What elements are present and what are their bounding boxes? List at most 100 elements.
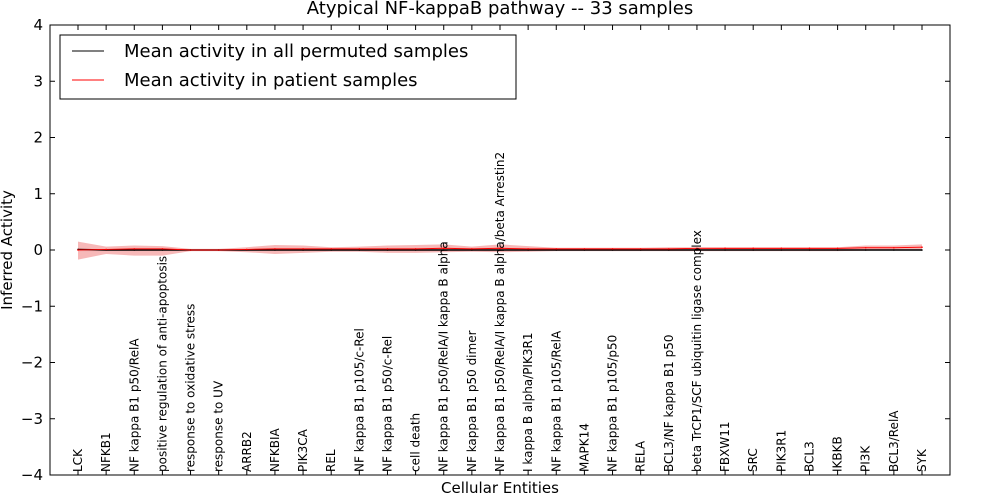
series-1-point xyxy=(414,248,417,250)
series-0-point xyxy=(583,249,586,251)
series-1-point xyxy=(696,247,698,250)
series-1-point xyxy=(921,246,923,248)
series-0-point xyxy=(330,249,333,251)
series-1-point xyxy=(330,248,333,250)
series-0-point xyxy=(527,249,529,251)
series-1-point xyxy=(808,247,811,250)
x-tick-label: PI3K xyxy=(859,445,873,472)
legend-label-0: Mean activity in all permuted samples xyxy=(124,41,468,62)
x-tick-label: SYK xyxy=(915,448,929,472)
series-1-point xyxy=(583,248,586,250)
x-tick-label: cell death xyxy=(409,413,423,472)
chart-title: Atypical NF-kappaB pathway -- 33 samples xyxy=(307,0,693,19)
y-tick-label: 1 xyxy=(33,185,43,203)
x-tick-label: BCL3/RelA xyxy=(887,410,901,472)
series-0-point xyxy=(836,249,839,251)
y-tick-label: −4 xyxy=(21,466,43,484)
series-1-point xyxy=(893,246,895,249)
series-0-point xyxy=(724,249,726,251)
series-1-point xyxy=(358,248,361,250)
x-tick-label: beta TrCP1/SCF ubiquitin ligase complex xyxy=(690,230,704,472)
series-1-point xyxy=(611,248,614,250)
series-0-point xyxy=(161,249,164,251)
x-tick-label: BCL3 xyxy=(802,441,816,472)
series-0-point xyxy=(864,249,867,251)
x-tick-label: IKBKB xyxy=(831,436,845,472)
series-0-point xyxy=(414,249,417,251)
series-1-point xyxy=(386,248,389,250)
y-axis-label: Inferred Activity xyxy=(0,190,16,310)
x-tick-label: positive regulation of anti-apoptosis xyxy=(155,256,169,472)
series-1-point xyxy=(274,248,276,250)
series-0-point xyxy=(133,249,136,251)
y-tick-label: −2 xyxy=(21,354,43,372)
series-1-point xyxy=(246,248,248,251)
series-0-point xyxy=(893,249,895,251)
series-1-point xyxy=(639,248,642,250)
series-1-point xyxy=(442,247,445,250)
series-1-point xyxy=(471,248,473,250)
x-tick-label: NF kappa B1 p105/c-Rel xyxy=(352,328,366,472)
series-1-point xyxy=(527,248,529,250)
x-tick-label: FBXW11 xyxy=(718,422,732,473)
y-tick-label: 4 xyxy=(33,16,43,34)
y-tick-label: 2 xyxy=(33,129,43,147)
x-tick-label: NF kappa B1 p50/c-Rel xyxy=(380,336,394,472)
series-1-point xyxy=(499,247,501,250)
series-0-point xyxy=(499,249,501,251)
x-tick-label: NF kappa B1 p105/p50 xyxy=(606,335,620,472)
series-1-point xyxy=(752,247,754,250)
x-tick-label: MAPK14 xyxy=(577,423,591,472)
x-tick-label: LCK xyxy=(71,448,85,472)
series-0-point xyxy=(274,249,276,251)
series-1-point xyxy=(105,248,107,251)
series-1-point xyxy=(77,249,79,251)
series-0-point xyxy=(442,249,445,251)
series-0-point xyxy=(555,249,558,251)
series-0-point xyxy=(780,249,783,251)
series-1-point xyxy=(189,249,192,251)
x-tick-label: NF kappa B1 p50/RelA xyxy=(127,338,141,472)
series-1-point xyxy=(668,248,670,250)
x-tick-label: REL xyxy=(324,449,338,472)
x-tick-label: response to oxidative stress xyxy=(184,304,198,472)
series-0-point xyxy=(611,249,614,251)
x-tick-label: PIK3CA xyxy=(296,428,310,472)
x-tick-label: NF kappa B1 p50 dimer xyxy=(465,330,479,472)
y-axis: −4 −3 −2 −1 0 1 2 3 4 xyxy=(21,16,950,484)
y-tick-label: −1 xyxy=(21,297,43,315)
series-0-point xyxy=(668,249,670,251)
series-0-point xyxy=(921,249,923,251)
x-tick-label: RELA xyxy=(634,440,648,472)
series-0-point xyxy=(639,249,642,251)
series-0-point xyxy=(358,249,361,251)
legend-label-1: Mean activity in patient samples xyxy=(124,70,418,91)
series-0-point xyxy=(386,249,389,251)
series-1-point xyxy=(864,246,867,249)
x-axis: LCK NFKB1 NF kappa B1 p50/RelA positive reg… xyxy=(71,25,929,475)
x-tick-label: NF kappa B1 p105/RelA xyxy=(549,330,563,472)
x-tick-label: response to UV xyxy=(212,380,226,472)
legend: Mean activity in all permuted samples Mea… xyxy=(59,34,517,100)
x-tick-label: NFKBIA xyxy=(268,427,282,472)
x-tick-label: PIK3R1 xyxy=(774,430,788,472)
x-tick-label: I kappa B alpha/PIK3R1 xyxy=(521,333,535,472)
y-tick-label: −3 xyxy=(21,410,43,428)
series-0-point xyxy=(696,249,698,251)
series-1-point xyxy=(836,247,839,250)
series-1-point xyxy=(724,247,726,250)
series-0-point xyxy=(302,249,304,251)
legend-box xyxy=(59,34,517,100)
series-0-point xyxy=(752,249,754,251)
x-tick-label: NFKB1 xyxy=(99,432,113,472)
y-tick-label: 0 xyxy=(33,241,43,259)
x-tick-label: NF kappa B1 p50/RelA/I kappa B alpha/bet… xyxy=(493,152,507,472)
series-0-point xyxy=(471,249,473,251)
plot-frame xyxy=(49,24,951,476)
series-0-point xyxy=(808,249,811,251)
series-1-point xyxy=(302,248,304,250)
x-axis-label: Cellular Entities xyxy=(441,479,559,497)
x-tick-label: BCL3/NF kappa B1 p50 xyxy=(662,334,676,472)
